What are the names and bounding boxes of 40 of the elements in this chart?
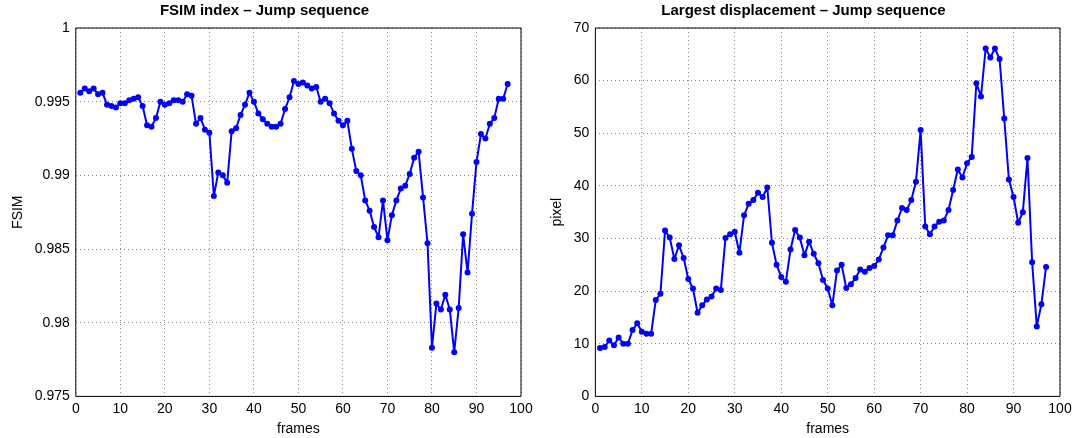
y-tick-label: 70 [573, 18, 590, 35]
y-tick-label: 60 [573, 71, 590, 88]
x-tick-label: 10 [112, 399, 129, 416]
x-tick-label: 60 [866, 399, 883, 416]
x-tick-label: 100 [1048, 399, 1072, 416]
x-tick-label: 70 [912, 399, 929, 416]
y-tick-label: 10 [573, 334, 590, 351]
y-tick-label: 30 [573, 229, 590, 246]
x-tick-label: 30 [726, 399, 743, 416]
y-tick-label: 0.98 [42, 313, 71, 330]
x-tick-label: 80 [424, 399, 440, 416]
x-axis-title: frames [277, 420, 320, 437]
y-tick-label: 0.985 [34, 239, 71, 256]
x-tick-label: 20 [680, 399, 697, 416]
x-tick-label: 40 [773, 399, 790, 416]
x-tick-label: 60 [335, 399, 351, 416]
x-tick-label: 80 [959, 399, 976, 416]
x-tick-label: 10 [634, 399, 650, 416]
x-tick-label: 40 [246, 399, 262, 416]
y-tick-label: 20 [573, 282, 590, 298]
y-tick-label: 0.995 [34, 92, 71, 109]
chart-title: FSIM index – Jump sequence [159, 1, 370, 19]
x-tick-label: 70 [379, 399, 396, 416]
x-tick-label: 90 [1005, 399, 1022, 416]
y-tick-label: 0 [581, 387, 590, 404]
x-tick-label: 50 [819, 399, 836, 416]
x-tick-label: 90 [468, 399, 485, 416]
x-axis-title: frames [806, 420, 850, 437]
y-tick-label: 40 [573, 176, 590, 193]
x-tick-label: 20 [157, 399, 173, 416]
y-tick-label: 0.975 [34, 387, 71, 404]
y-tick-label: 1 [62, 18, 71, 35]
x-tick-label: 30 [201, 399, 218, 416]
chart-title: Largest displacement – Jump sequence [661, 1, 946, 19]
y-axis-title: FSIM [9, 195, 26, 229]
y-tick-label: 50 [573, 124, 590, 141]
y-tick-label: 0.99 [42, 166, 71, 183]
y-axis-title: pixel [548, 197, 565, 227]
x-tick-label: 50 [290, 399, 307, 416]
x-tick-label: 100 [509, 399, 533, 416]
